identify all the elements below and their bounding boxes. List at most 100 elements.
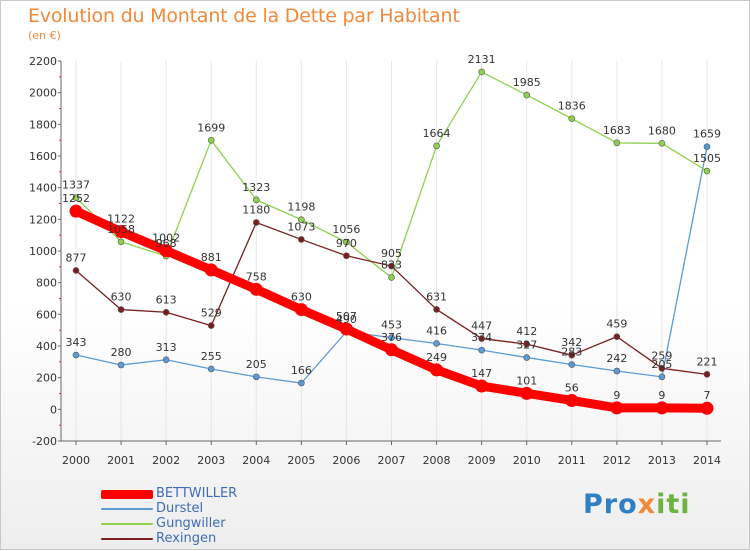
data-label-durstel: 166 <box>291 364 312 377</box>
data-label-rexingen: 970 <box>336 237 357 250</box>
data-label-rexingen: 447 <box>471 320 492 333</box>
data-label-rexingen: 259 <box>651 349 672 362</box>
data-label-bettwiller: 376 <box>381 331 402 344</box>
data-point-rexingen <box>658 365 666 372</box>
data-label-gungwiller: 1505 <box>693 152 721 165</box>
data-point-gungwiller <box>568 115 576 122</box>
data-point-rexingen <box>207 322 215 329</box>
data-label-gungwiller: 1985 <box>513 76 541 89</box>
data-label-gungwiller: 833 <box>381 258 402 271</box>
y-tick-label: 400 <box>36 340 57 353</box>
data-point-durstel <box>298 379 305 387</box>
data-point-durstel <box>433 340 440 347</box>
x-tick-label: 2006 <box>332 454 360 467</box>
data-label-durstel: 255 <box>201 350 222 363</box>
data-point-durstel <box>613 367 621 375</box>
data-point-durstel <box>478 346 485 354</box>
data-label-bettwiller: 56 <box>565 381 579 394</box>
data-point-gungwiller <box>478 68 485 76</box>
data-point-rexingen <box>162 308 170 316</box>
x-tick-label: 2007 <box>378 454 406 467</box>
data-label-durstel: 313 <box>156 341 177 354</box>
data-point-bettwiller <box>610 401 624 415</box>
data-label-durstel: 283 <box>561 346 582 359</box>
data-label-gungwiller: 1198 <box>287 201 315 214</box>
y-tick-label: 1800 <box>29 118 57 131</box>
data-label-gungwiller: 1680 <box>648 124 676 137</box>
data-point-rexingen <box>613 333 621 340</box>
data-label-gungwiller: 1337 <box>62 179 90 192</box>
x-tick-label: 2002 <box>152 454 180 467</box>
data-label-durstel: 343 <box>66 336 87 349</box>
x-tick-label: 2009 <box>468 454 496 467</box>
data-label-bettwiller: 9 <box>658 389 665 402</box>
data-label-gungwiller: 1699 <box>197 121 225 134</box>
data-point-bettwiller <box>204 263 218 277</box>
data-point-gungwiller <box>72 194 80 201</box>
data-point-gungwiller <box>388 274 395 281</box>
x-tick-label: 2000 <box>62 454 90 467</box>
legend-swatch-bettwiller <box>101 490 153 499</box>
data-label-gungwiller: 968 <box>156 237 177 250</box>
data-label-gungwiller: 1683 <box>603 124 631 137</box>
data-point-rexingen <box>568 351 576 359</box>
data-label-rexingen: 905 <box>381 247 402 260</box>
data-point-durstel <box>658 373 666 381</box>
x-tick-label: 2004 <box>242 454 270 467</box>
data-point-durstel <box>568 361 576 368</box>
data-label-rexingen: 877 <box>66 251 87 264</box>
data-label-bettwiller: 630 <box>291 291 312 304</box>
x-tick-label: 2005 <box>287 454 315 467</box>
legend-swatch-durstel <box>101 508 153 510</box>
data-point-durstel <box>117 361 125 369</box>
data-point-durstel <box>252 373 260 381</box>
proxiti-logo: Proxiti <box>583 489 691 520</box>
legend-label-bettwiller: BETTWILLER <box>156 486 238 501</box>
data-label-gungwiller: 1323 <box>242 181 270 194</box>
data-label-durstel: 453 <box>381 319 402 332</box>
legend-label-rexingen: Rexingen <box>156 531 217 546</box>
y-tick-label: 800 <box>36 277 57 290</box>
data-point-bettwiller <box>249 282 263 296</box>
data-label-durstel: 327 <box>516 339 537 352</box>
legend-label-durstel: Durstel <box>156 501 204 516</box>
data-label-rexingen: 342 <box>561 336 582 349</box>
data-label-rexingen: 459 <box>606 318 627 331</box>
legend-label-gungwiller: Gungwiller <box>156 516 226 531</box>
y-tick-label: 1000 <box>29 245 57 258</box>
data-point-gungwiller <box>117 238 125 246</box>
data-point-rexingen <box>703 371 711 378</box>
data-label-bettwiller: 101 <box>516 374 537 387</box>
data-point-bettwiller <box>430 363 444 377</box>
x-tick-label: 2001 <box>107 454 135 467</box>
data-label-bettwiller: 7 <box>704 389 711 402</box>
legend-swatch-gungwiller <box>101 523 153 525</box>
data-point-gungwiller <box>523 91 531 99</box>
data-point-gungwiller <box>343 238 350 246</box>
data-point-rexingen <box>523 340 531 348</box>
x-tick-label: 2013 <box>648 454 676 467</box>
y-tick-label: 1600 <box>29 150 57 163</box>
data-label-rexingen: 613 <box>156 293 177 306</box>
data-label-bettwiller: 147 <box>471 367 492 380</box>
data-point-durstel <box>162 356 170 364</box>
data-label-durstel: 242 <box>606 352 627 365</box>
data-label-bettwiller: 507 <box>336 310 357 323</box>
data-label-rexingen: 630 <box>111 291 132 304</box>
data-point-bettwiller <box>114 225 128 239</box>
data-label-rexingen: 631 <box>426 290 447 303</box>
data-label-rexingen: 221 <box>697 355 718 368</box>
data-point-rexingen <box>478 335 485 342</box>
data-label-rexingen: 1073 <box>287 220 315 233</box>
data-point-gungwiller <box>252 196 260 204</box>
data-point-rexingen <box>433 306 440 313</box>
data-label-gungwiller: 1058 <box>107 223 135 236</box>
chart-title: Evolution du Montant de la Dette par Hab… <box>28 5 460 27</box>
data-label-durstel: 1659 <box>693 128 721 141</box>
x-tick-label: 2010 <box>513 454 541 467</box>
data-point-gungwiller <box>207 137 215 144</box>
data-point-bettwiller <box>339 322 353 336</box>
legend-swatch-rexingen <box>101 538 153 540</box>
data-label-bettwiller: 9 <box>613 389 620 402</box>
